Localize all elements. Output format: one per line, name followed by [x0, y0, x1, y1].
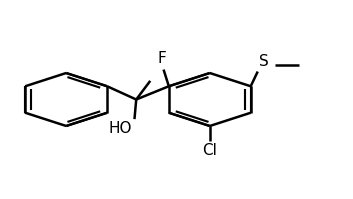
Text: HO: HO	[108, 121, 132, 137]
Text: F: F	[157, 51, 166, 66]
Text: S: S	[259, 54, 269, 69]
Text: Cl: Cl	[202, 143, 217, 158]
